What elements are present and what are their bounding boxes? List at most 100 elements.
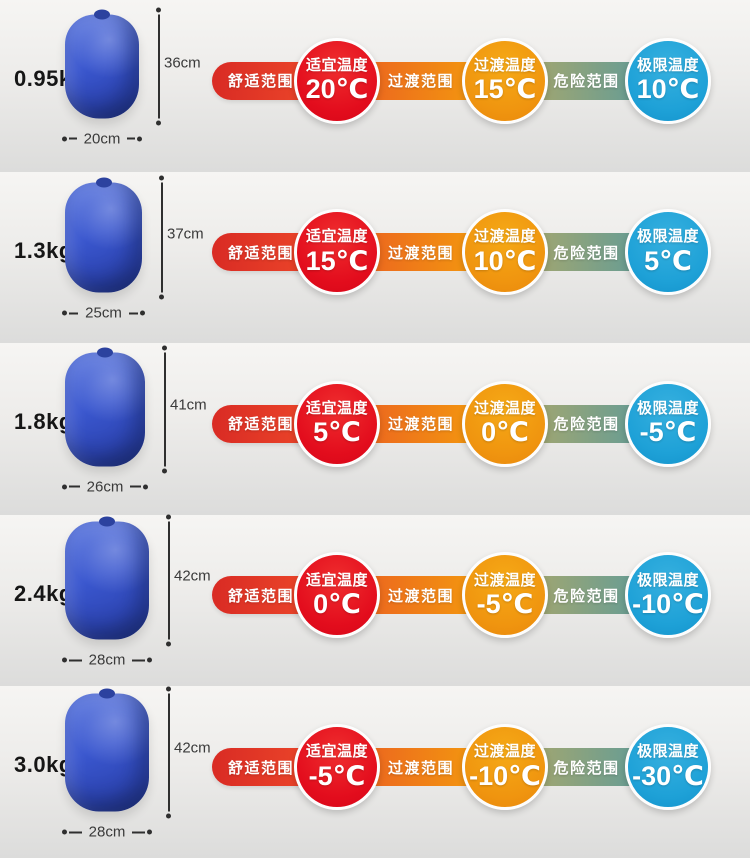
- height-dimension: 41cm: [162, 345, 207, 474]
- temperature-scale: 舒适范围 过渡范围 危险范围 适宜温度 5℃ 过渡温度 0℃ 极限温度 -5℃: [212, 380, 714, 468]
- width-dimension-arrow: 25cm: [62, 305, 145, 322]
- danger-range-label: 危险范围: [553, 244, 620, 262]
- height-dimension: 36cm: [156, 7, 201, 126]
- arrow-line: [69, 659, 82, 662]
- comfort-range-label: 舒适范围: [228, 759, 295, 777]
- weight-label: 1.3kg: [14, 237, 73, 263]
- weight-label: 1.8kg: [14, 409, 73, 435]
- bag-area: 28cm 42cm: [62, 514, 211, 669]
- extreme-temp-title: 极限温度: [636, 399, 699, 417]
- bag-area: 20cm 36cm: [62, 7, 201, 147]
- width-value: 28cm: [88, 823, 126, 841]
- arrow-line: [69, 831, 82, 834]
- height-dimension: 42cm: [166, 686, 211, 819]
- arrow-dot: [62, 829, 67, 835]
- arrow-dot: [147, 829, 152, 835]
- arrow-dot: [147, 657, 152, 663]
- transition-temp-badge: 过渡温度 -5℃: [462, 552, 548, 639]
- temperature-scale: 舒适范围 过渡范围 危险范围 适宜温度 -5℃ 过渡温度 -10℃ 极限温度 -…: [212, 723, 714, 811]
- arrow-line: [69, 485, 80, 488]
- transition-range-label: 过渡范围: [387, 759, 454, 777]
- width-value: 25cm: [85, 304, 122, 322]
- height-dimension-arrow: [166, 686, 171, 819]
- comfort-temp-title: 适宜温度: [305, 56, 368, 74]
- height-value: 42cm: [174, 739, 211, 757]
- sleeping-bag-image: [65, 177, 142, 293]
- danger-range-label: 危险范围: [553, 73, 620, 91]
- sleeping-bag-image: [65, 516, 149, 640]
- transition-temp-value: 10℃: [473, 245, 537, 276]
- width-value: 26cm: [86, 478, 124, 496]
- arrow-dot: [159, 175, 164, 181]
- transition-temp-value: -5℃: [476, 589, 534, 619]
- weight-label: 3.0kg: [14, 752, 73, 778]
- comfort-temp-value: 5℃: [313, 417, 361, 448]
- arrow-line: [157, 14, 160, 119]
- height-dimension: 37cm: [159, 175, 204, 300]
- temperature-scale: 舒适范围 过渡范围 危险范围 适宜温度 20℃ 过渡温度 15℃ 极限温度 10…: [212, 37, 714, 125]
- arrow-line: [167, 693, 170, 812]
- width-value: 28cm: [88, 651, 126, 669]
- transition-temp-value: 0℃: [481, 417, 529, 448]
- arrow-dot: [62, 484, 67, 490]
- width-dimension-arrow: 26cm: [62, 478, 148, 495]
- extreme-temp-badge: 极限温度 -30℃: [625, 724, 711, 811]
- height-value: 37cm: [167, 225, 204, 243]
- extreme-temp-value: -5℃: [639, 417, 697, 448]
- bag-column: 28cm: [62, 688, 152, 841]
- transition-range-label: 过渡范围: [387, 416, 454, 434]
- comfort-range-label: 舒适范围: [228, 244, 295, 262]
- arrow-line: [167, 521, 170, 640]
- bag-area: 25cm 37cm: [62, 175, 204, 322]
- arrow-dot: [159, 294, 164, 300]
- arrow-dot: [162, 468, 167, 474]
- width-value: 20cm: [83, 130, 121, 148]
- extreme-temp-badge: 极限温度 5℃: [625, 209, 711, 296]
- comfort-temp-title: 适宜温度: [305, 228, 368, 246]
- sleeping-bag-image: [65, 347, 145, 467]
- comfort-temp-title: 适宜温度: [305, 571, 368, 589]
- extreme-temp-title: 极限温度: [636, 228, 699, 246]
- arrow-dot: [166, 686, 171, 692]
- danger-range-label: 危险范围: [553, 416, 620, 434]
- arrow-dot: [162, 345, 167, 351]
- bag-knot: [95, 177, 112, 188]
- bag-column: 28cm: [62, 516, 152, 669]
- transition-range-label: 过渡范围: [387, 587, 454, 605]
- arrow-dot: [140, 310, 145, 316]
- arrow-line: [132, 659, 145, 662]
- height-value: 36cm: [164, 54, 201, 72]
- comfort-temp-value: -5℃: [308, 760, 366, 791]
- height-dimension-arrow: [166, 514, 171, 647]
- width-dimension-arrow: 20cm: [62, 130, 142, 147]
- arrow-dot: [62, 310, 67, 316]
- height-value: 41cm: [170, 396, 207, 414]
- comfort-range-label: 舒适范围: [228, 73, 295, 91]
- sleeping-bag-row: 2.4kg 28cm 42: [0, 514, 750, 687]
- arrow-dot: [156, 7, 161, 13]
- sleeping-bag-row: 3.0kg 28cm 42: [0, 686, 750, 858]
- extreme-temp-badge: 极限温度 10℃: [625, 37, 711, 124]
- transition-temp-value: -10℃: [469, 760, 541, 791]
- width-dimension-arrow: 28cm: [62, 652, 152, 669]
- bag-knot: [99, 516, 115, 527]
- comfort-range-label: 舒适范围: [228, 416, 295, 434]
- extreme-temp-badge: 极限温度 -5℃: [625, 380, 711, 467]
- comfort-temp-value: 15℃: [305, 245, 369, 276]
- bag-column: 20cm: [62, 9, 142, 147]
- arrow-dot: [137, 136, 142, 142]
- bag-column: 25cm: [62, 177, 145, 322]
- transition-temp-title: 过渡温度: [473, 56, 536, 74]
- comfort-temp-value: 0℃: [313, 589, 361, 619]
- arrow-dot: [166, 813, 171, 819]
- width-dimension-arrow: 28cm: [62, 824, 152, 841]
- extreme-temp-title: 极限温度: [636, 743, 699, 761]
- transition-temp-title: 过渡温度: [473, 743, 536, 761]
- arrow-line: [128, 312, 138, 315]
- transition-temp-badge: 过渡温度 -10℃: [462, 724, 548, 811]
- extreme-temp-value: 5℃: [644, 245, 692, 276]
- arrow-line: [132, 831, 145, 834]
- comfort-temp-value: 20℃: [305, 74, 369, 105]
- extreme-temp-badge: 极限温度 -10℃: [625, 552, 711, 639]
- sleeping-bag-row: 1.8kg 26cm 41: [0, 343, 750, 515]
